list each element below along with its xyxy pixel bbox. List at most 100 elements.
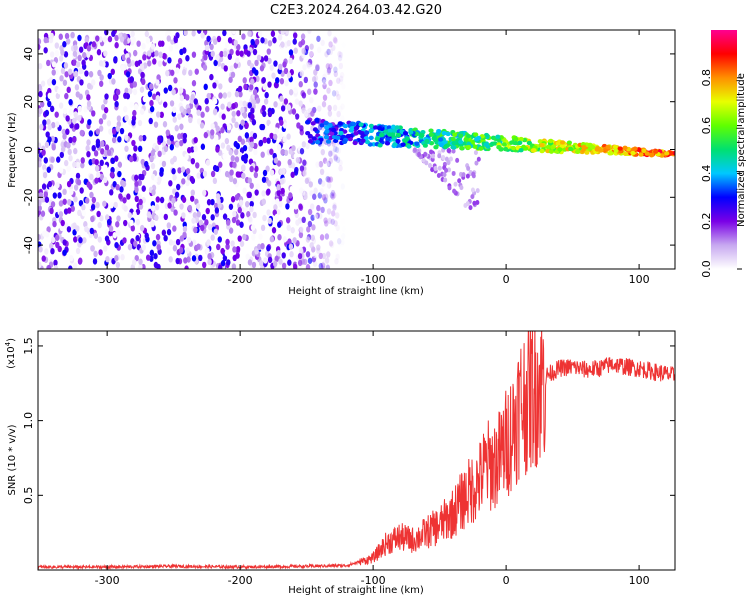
noise-blob [50,247,55,255]
noise-blob [121,54,127,61]
noise-blob [114,42,119,49]
noise-blob [141,244,146,251]
noise-blob [117,161,123,168]
noise-blob [326,67,332,74]
noise-blob [59,151,65,159]
noise-blob [249,182,254,189]
noise-blob [324,51,329,58]
noise-blob [214,134,219,141]
noise-blob [325,182,330,189]
noise-blob [213,228,219,235]
noise-blob [197,53,203,60]
noise-blob [306,62,311,69]
noise-blob [262,214,267,222]
noise-blob [334,90,340,97]
noise-blob [276,160,282,167]
noise-blob [103,98,108,105]
noise-blob [39,123,44,131]
noise-blob [77,105,83,112]
snr-ytick-label: 0.5 [22,487,35,505]
noise-blob [241,164,246,171]
noise-blob [261,176,267,183]
noise-blob [109,171,115,178]
noise-blob [205,247,210,254]
spectrogram-ylabel: Frequency (Hz) [7,112,18,188]
signal-blob [458,139,464,145]
noise-blob [193,145,198,152]
noise-blob [266,209,271,216]
noise-blob [172,245,178,252]
noise-blob [198,219,204,226]
noise-blob [88,159,93,166]
noise-blob [179,246,184,254]
noise-blob [320,206,325,214]
tail-blob [470,187,475,193]
noise-blob [279,168,284,175]
noise-blob [215,146,220,153]
signal-blob [566,140,572,145]
noise-blob [174,43,179,50]
noise-blob [246,50,251,57]
noise-blob [247,30,252,37]
noise-blob [91,196,97,204]
signal-blob [408,130,414,135]
noise-blob [86,45,92,52]
noise-blob [43,178,49,185]
noise-blob [209,73,214,81]
noise-blob [228,175,234,183]
noise-blob [292,237,297,244]
noise-blob [247,177,252,184]
noise-blob [127,212,133,219]
signal-blob [373,125,379,130]
noise-blob [177,57,183,65]
noise-blob [190,94,195,101]
noise-blob [312,251,318,259]
snr-panel: -300 -200 -100 0 100 0.5 1.0 1.5 Height of stra… [4,330,676,596]
noise-blob [104,144,110,151]
noise-blob [131,36,136,43]
noise-blob [290,227,295,234]
noise-blob [114,100,119,108]
tail-blob [437,165,442,171]
noise-blob [302,159,307,166]
noise-blob [202,261,207,269]
signal-blob [548,149,554,154]
noise-blob [154,145,160,152]
signal-blob [364,139,370,145]
noise-blob [320,262,326,269]
noise-blob [149,105,155,113]
noise-blob [328,176,334,183]
noise-blob [95,201,100,209]
signal-blob [377,143,383,148]
tail-blob [443,177,448,183]
noise-blob [191,80,197,87]
noise-blob [326,48,331,56]
noise-blob [122,197,127,204]
noise-blob [133,103,139,110]
noise-blob [134,195,139,203]
noise-blob [263,257,268,264]
noise-blob [213,38,218,45]
noise-blob [46,118,51,126]
noise-blob [77,114,82,122]
noise-blob [185,179,190,187]
noise-blob [259,123,264,131]
noise-blob [266,48,271,55]
signal-blob [384,141,391,146]
noise-blob [293,87,298,94]
noise-blob [151,189,156,196]
noise-blob [293,32,298,39]
noise-blob [225,238,230,246]
noise-blob [335,212,340,219]
noise-blob [99,215,104,222]
noise-blob [340,115,344,121]
noise-blob [124,87,129,95]
noise-blob [162,52,167,60]
noise-blob [305,236,311,243]
noise-blob [220,103,225,110]
noise-blob [249,136,254,143]
noise-blob [97,69,102,77]
noise-blob [336,93,341,101]
noise-blob [132,109,137,117]
noise-blob [187,204,193,212]
